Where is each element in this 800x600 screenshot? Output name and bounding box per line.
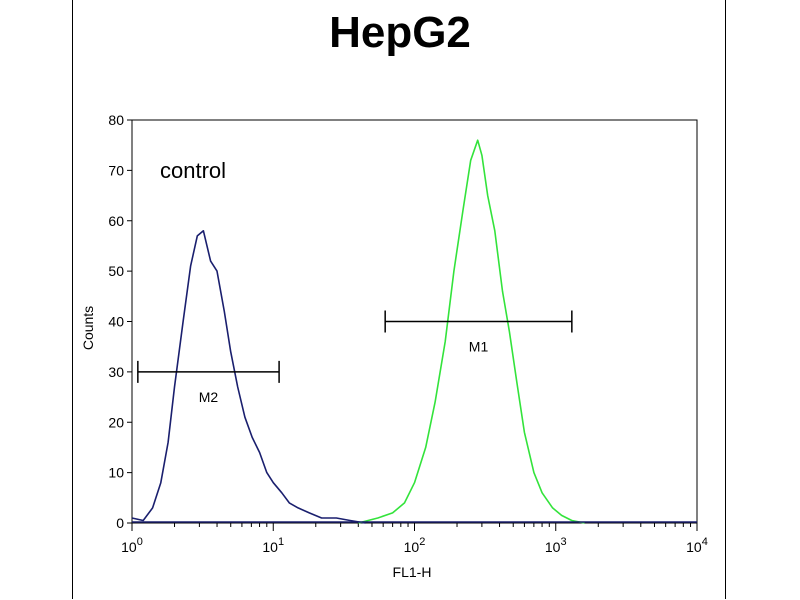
control-annotation: control — [160, 158, 226, 183]
y-tick-label: 80 — [108, 112, 124, 128]
x-tick-label: 100 — [121, 536, 143, 555]
y-axis-label: Counts — [80, 306, 96, 350]
y-tick-label: 0 — [116, 515, 124, 531]
x-axis-label: FL1-H — [393, 564, 432, 580]
y-tick-label: 70 — [108, 162, 124, 178]
series-2-line — [358, 139, 585, 524]
x-tick-label: 103 — [545, 536, 567, 555]
series-1-line — [131, 230, 366, 524]
chart-title: HepG2 — [329, 8, 471, 57]
y-tick-label: 50 — [108, 263, 124, 279]
y-tick-label: 60 — [108, 213, 124, 229]
y-tick-label: 10 — [108, 465, 124, 481]
y-tick-label: 40 — [108, 314, 124, 330]
x-tick-label: 101 — [262, 536, 284, 555]
y-tick-label: 20 — [108, 414, 124, 430]
y-tick-label: 30 — [108, 364, 124, 380]
histogram-series — [131, 139, 697, 524]
x-tick-label: 104 — [686, 536, 708, 555]
gate-markers: M2 M1 — [137, 310, 573, 405]
x-tick-label: 102 — [404, 536, 426, 555]
image-frame — [72, 0, 726, 599]
x-axis-ticks: 100 101 102 103 104 — [121, 523, 708, 555]
gate-m2-label: M2 — [199, 389, 219, 405]
gate-m1-label: M1 — [469, 339, 489, 355]
y-axis-ticks: 0 10 20 30 40 50 60 70 80 — [108, 112, 132, 531]
